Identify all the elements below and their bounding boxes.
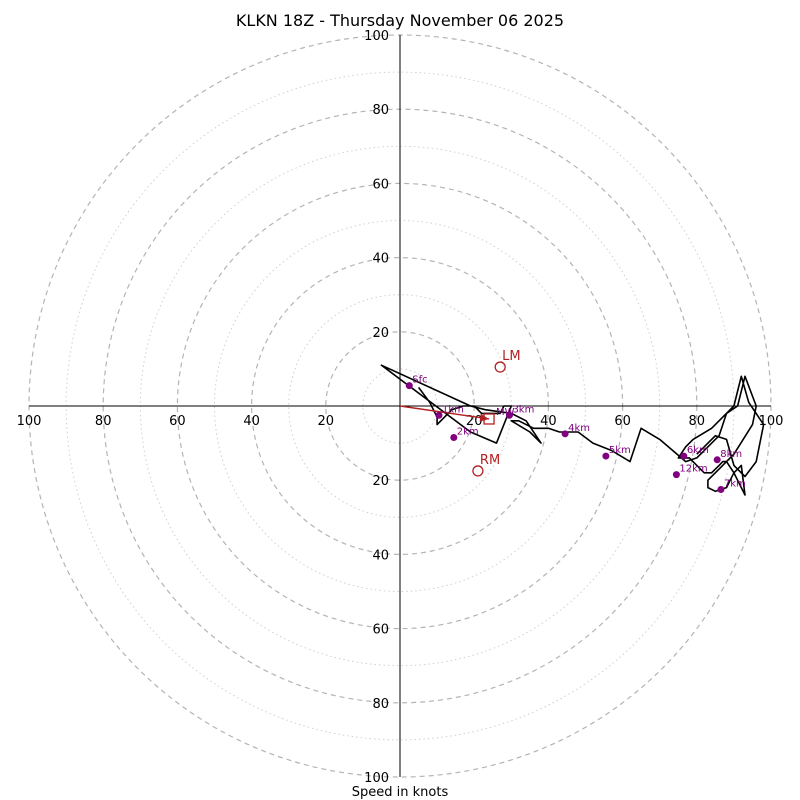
lm-marker — [494, 361, 506, 373]
height-label-3km: 3km — [512, 404, 534, 415]
y-tick-top-40: 40 — [372, 252, 389, 267]
lm-label: LM — [502, 349, 520, 364]
height-marker-1km — [435, 411, 443, 419]
y-tick-top-20: 20 — [372, 326, 389, 341]
height-label-6km: 6km — [687, 445, 709, 456]
y-tick-bottom-80: 80 — [372, 697, 389, 712]
x-tick-left-100: 100 — [17, 414, 42, 429]
storm-motion-vector — [399, 405, 490, 420]
height-label-7km: 7km — [724, 478, 746, 489]
height-label-5km: 5km — [609, 445, 631, 456]
wind-trace — [380, 364, 765, 496]
x-tick-right-60: 60 — [614, 414, 631, 429]
x-tick-left-80: 80 — [95, 414, 112, 429]
hodograph-trace-line — [380, 364, 765, 496]
rm-label: RM — [480, 453, 500, 468]
y-tick-top-80: 80 — [372, 103, 389, 118]
height-marker-3km — [505, 411, 513, 419]
x-tick-left-20: 20 — [318, 414, 335, 429]
height-label-8km: 8km — [720, 449, 742, 460]
x-tick-right-40: 40 — [540, 414, 557, 429]
y-tick-bottom-20: 20 — [372, 474, 389, 489]
height-label-2km: 2km — [457, 427, 479, 438]
height-marker-6km — [680, 452, 688, 460]
height-label-sfc: Sfc — [412, 375, 427, 386]
y-tick-bottom-40: 40 — [372, 548, 389, 563]
mean-wind-label: MW — [496, 407, 515, 418]
height-marker-5km — [602, 452, 610, 460]
height-markers: Sfc 1km 2km 3km 4km 5km 6km 7km 8km 12km — [405, 375, 746, 493]
y-tick-top-100: 100 — [364, 29, 389, 44]
height-marker-12km — [672, 471, 680, 479]
y-tick-top-60: 60 — [372, 177, 389, 192]
mean-wind-marker — [483, 413, 495, 425]
height-marker-8km — [713, 456, 721, 464]
rm-marker — [472, 465, 484, 477]
x-tick-left-40: 40 — [243, 414, 260, 429]
height-label-4km: 4km — [568, 423, 590, 434]
x-axis-label: Speed in knots — [352, 785, 449, 800]
y-tick-bottom-60: 60 — [372, 623, 389, 638]
height-marker-2km — [450, 434, 458, 442]
height-label-1km: 1km — [442, 404, 464, 415]
x-tick-right-80: 80 — [689, 414, 706, 429]
height-marker-7km — [717, 485, 725, 493]
height-label-12km: 12km — [679, 464, 707, 475]
y-tick-bottom-100: 100 — [364, 771, 389, 786]
height-marker-sfc — [405, 382, 413, 390]
chart-title: KLKN 18Z - Thursday November 06 2025 — [236, 11, 564, 30]
storm-motion: MW RM LM — [399, 349, 521, 477]
x-tick-right-100: 100 — [759, 414, 784, 429]
x-tick-left-60: 60 — [169, 414, 186, 429]
height-marker-4km — [561, 430, 569, 438]
